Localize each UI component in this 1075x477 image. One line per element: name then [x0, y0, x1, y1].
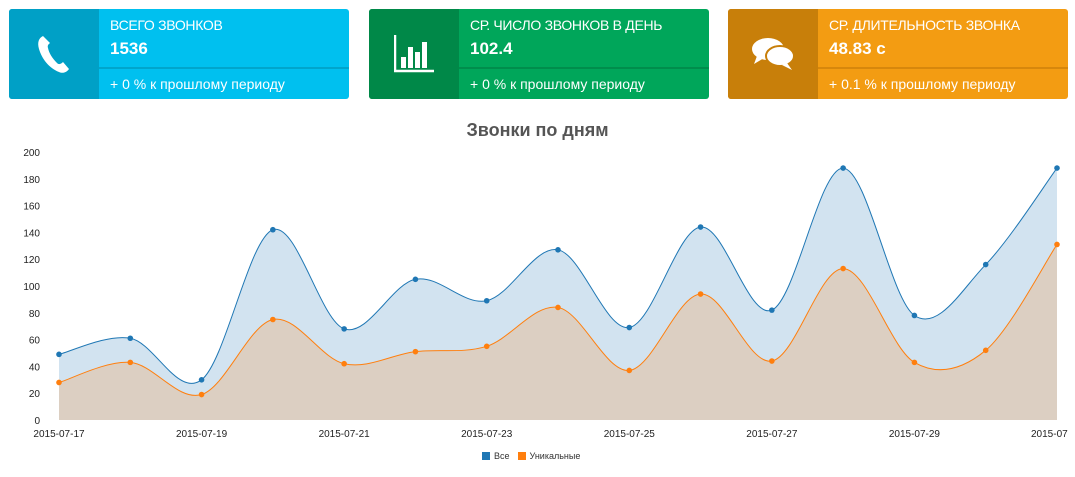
data-point: [56, 351, 62, 358]
data-point: [769, 307, 775, 313]
data-point: [626, 324, 633, 331]
data-point: [1054, 241, 1060, 248]
x-tick-label: 2015-07-25: [604, 429, 656, 440]
y-tick-label: 0: [34, 416, 40, 427]
chart-legend: Все Уникальные: [482, 451, 580, 461]
data-point: [56, 379, 62, 386]
data-point: [127, 359, 134, 366]
x-tick-label: 2015-07: [1031, 429, 1068, 440]
card-change: + 0.1 % к прошлому периоду: [829, 76, 1016, 92]
data-point: [840, 265, 846, 272]
legend-label: Все: [494, 451, 510, 461]
data-point: [412, 348, 419, 355]
data-point: [127, 335, 134, 342]
data-point: [697, 224, 704, 230]
data-point: [555, 304, 561, 311]
data-point: [483, 343, 490, 350]
y-tick-label: 20: [29, 389, 41, 400]
x-tick-label: 2015-07-19: [176, 429, 228, 440]
legend-swatch: [482, 452, 490, 460]
x-tick-label: 2015-07-27: [746, 429, 798, 440]
data-point: [697, 291, 704, 297]
y-tick-label: 200: [23, 148, 40, 159]
card-value: 102.4: [470, 39, 513, 58]
data-point: [555, 247, 561, 253]
data-point: [840, 165, 846, 171]
divider: [459, 67, 709, 69]
series-line-0: [58, 167, 1058, 384]
legend-item-unique[interactable]: Уникальные: [517, 451, 581, 461]
divider: [818, 67, 1068, 69]
card-value: 48.83 с: [829, 39, 886, 58]
y-tick-label: 60: [29, 336, 41, 347]
y-tick-label: 80: [29, 309, 41, 320]
bar-chart-icon: [369, 9, 459, 99]
card-label: СР. ДЛИТЕЛЬНОСТЬ ЗВОНКА: [829, 17, 1020, 33]
card-change: + 0 % к прошлому периоду: [470, 76, 645, 92]
divider: [99, 67, 349, 69]
y-tick-label: 160: [23, 202, 40, 213]
series-area-1: [59, 244, 1057, 420]
x-tick-label: 2015-07-17: [33, 429, 85, 440]
avg-call-duration-card: СР. ДЛИТЕЛЬНОСТЬ ЗВОНКА 48.83 с + 0.1 % …: [728, 9, 1068, 99]
y-tick-label: 100: [23, 282, 40, 293]
data-point: [341, 326, 347, 332]
data-point: [911, 312, 918, 319]
y-tick-label: 120: [23, 255, 40, 266]
legend-label: Уникальные: [529, 451, 581, 461]
data-point: [982, 261, 989, 268]
data-point: [270, 226, 276, 233]
data-point: [626, 367, 633, 374]
y-tick-label: 140: [23, 228, 40, 239]
total-calls-card: ВСЕГО ЗВОНКОВ 1536 + 0 % к прошлому пери…: [9, 9, 349, 99]
series-line-1: [58, 244, 1058, 396]
y-tick-label: 180: [23, 175, 40, 186]
avg-calls-per-day-card: СР. ЧИСЛО ЗВОНКОВ В ДЕНЬ 102.4 + 0 % к п…: [369, 9, 709, 99]
card-label: ВСЕГО ЗВОНКОВ: [110, 17, 223, 33]
data-point: [982, 347, 989, 354]
x-tick-label: 2015-07-21: [319, 429, 371, 440]
data-point: [769, 358, 775, 364]
card-change: + 0 % к прошлому периоду: [110, 76, 285, 92]
calls-by-day-chart: 0 20 40 60 80 100 120 140 160 180 200 2015-07-17 201…: [23, 148, 1068, 440]
data-point: [198, 391, 205, 398]
data-point: [270, 316, 276, 323]
legend-swatch: [517, 452, 526, 460]
data-point: [1054, 165, 1060, 171]
data-point: [412, 276, 419, 283]
data-point: [483, 297, 490, 304]
chart-title: Звонки по дням: [466, 120, 609, 140]
data-point: [911, 359, 918, 366]
phone-icon: [9, 9, 99, 99]
card-value: 1536: [110, 39, 148, 58]
data-point: [341, 360, 347, 367]
comments-icon: [728, 9, 818, 99]
x-tick-label: 2015-07-29: [889, 429, 941, 440]
card-label: СР. ЧИСЛО ЗВОНКОВ В ДЕНЬ: [470, 17, 663, 33]
y-tick-label: 40: [29, 362, 41, 373]
legend-item-all[interactable]: Все: [482, 451, 510, 461]
data-point: [198, 377, 205, 383]
x-tick-label: 2015-07-23: [461, 429, 513, 440]
